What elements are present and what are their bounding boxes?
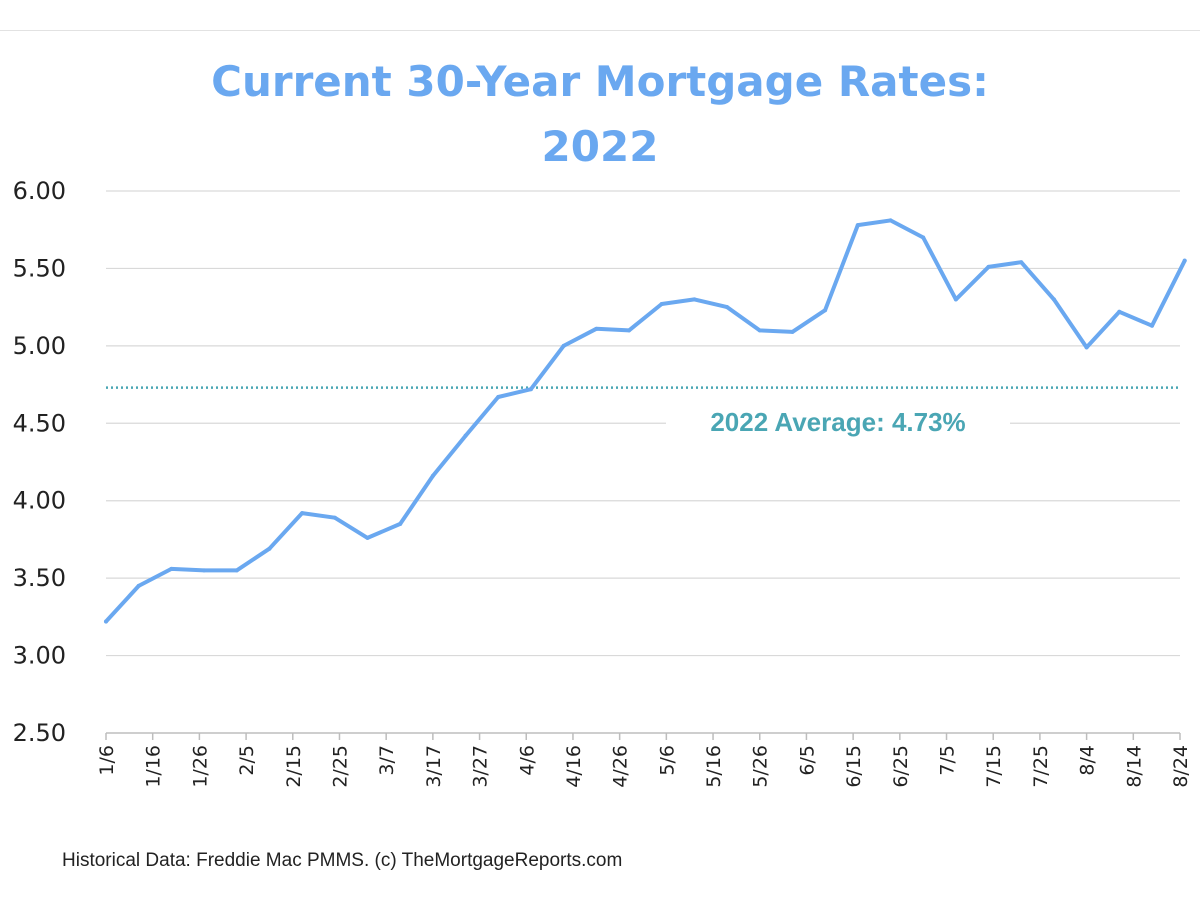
data-point bbox=[823, 308, 828, 313]
data-point bbox=[757, 328, 762, 333]
x-tick-label: 4/16 bbox=[563, 745, 585, 788]
x-tick-label: 1/16 bbox=[143, 745, 165, 788]
x-tick-label: 5/26 bbox=[750, 745, 772, 788]
x-tick-label: 7/25 bbox=[1030, 745, 1052, 788]
data-point bbox=[169, 566, 174, 571]
data-point bbox=[594, 326, 599, 331]
y-tick-label: 4.50 bbox=[13, 409, 66, 437]
data-point bbox=[725, 305, 730, 310]
x-tick-label: 4/26 bbox=[610, 745, 632, 788]
x-tick-label: 1/26 bbox=[189, 745, 211, 788]
y-tick-label: 3.50 bbox=[13, 564, 66, 592]
y-tick-label: 3.00 bbox=[13, 642, 66, 670]
chart-title: Current 30-Year Mortgage Rates: bbox=[211, 57, 989, 106]
y-tick-label: 6.00 bbox=[13, 177, 66, 205]
series-line bbox=[104, 218, 1187, 624]
data-point bbox=[528, 387, 533, 392]
data-point bbox=[136, 583, 141, 588]
data-point bbox=[1019, 260, 1024, 265]
x-tick-label: 1/6 bbox=[96, 745, 118, 776]
x-tick-label: 8/24 bbox=[1170, 745, 1192, 788]
series-lines bbox=[104, 218, 1187, 624]
data-point bbox=[790, 329, 795, 334]
x-axis: 1/6 1/16 1/26 2/5 2/15 2/25 3/7 3/17 3/27 4/6 4/16… bbox=[96, 732, 1192, 788]
data-point bbox=[496, 394, 501, 399]
y-axis-ticks: 2.50 3.00 3.50 4.00 4.50 5.00 5.50 6.00 bbox=[13, 177, 66, 747]
x-tick-label: 2/15 bbox=[283, 745, 305, 788]
x-tick-label: 8/4 bbox=[1077, 745, 1099, 776]
x-tick-label: 5/6 bbox=[656, 745, 678, 776]
x-tick-label: 8/14 bbox=[1123, 745, 1145, 788]
data-point bbox=[626, 328, 631, 333]
x-tick-label: 6/5 bbox=[796, 745, 818, 776]
data-point bbox=[855, 223, 860, 228]
x-tick-label: 7/5 bbox=[937, 745, 959, 776]
data-point bbox=[561, 343, 566, 348]
y-tick-label: 2.50 bbox=[13, 719, 66, 747]
data-point bbox=[1117, 309, 1122, 314]
chart-subtitle: 2022 bbox=[541, 122, 659, 171]
data-point bbox=[267, 546, 272, 551]
x-tick-label: 6/25 bbox=[890, 745, 912, 788]
x-tick-label: 5/16 bbox=[703, 745, 725, 788]
data-point bbox=[398, 521, 403, 526]
x-tick-label: 2/5 bbox=[236, 745, 258, 776]
data-point bbox=[430, 473, 435, 478]
x-tick-label: 3/17 bbox=[423, 745, 445, 788]
source-note: Historical Data: Freddie Mac PMMS. (c) T… bbox=[62, 850, 623, 871]
x-tick-label: 3/27 bbox=[470, 745, 492, 788]
data-point bbox=[234, 568, 239, 573]
data-point bbox=[104, 619, 108, 624]
x-tick-label: 7/15 bbox=[983, 745, 1005, 788]
data-point bbox=[921, 235, 926, 240]
y-tick-label: 4.00 bbox=[13, 487, 66, 515]
x-tick-label: 6/15 bbox=[843, 745, 865, 788]
y-tick-label: 5.50 bbox=[13, 254, 66, 282]
data-point bbox=[659, 302, 664, 307]
average-label-bg bbox=[666, 403, 1010, 441]
data-point bbox=[1051, 297, 1056, 302]
data-point bbox=[692, 297, 697, 302]
data-point bbox=[332, 515, 337, 520]
average-label: 2022 Average: 4.73% bbox=[710, 407, 965, 437]
data-point bbox=[953, 297, 958, 302]
y-tick-label: 5.00 bbox=[13, 332, 66, 360]
x-tick-label: 2/25 bbox=[329, 745, 351, 788]
data-point bbox=[300, 511, 305, 516]
x-tick-label: 4/6 bbox=[516, 745, 538, 776]
data-point bbox=[365, 535, 370, 540]
data-point bbox=[888, 218, 893, 223]
x-tick-label: 3/7 bbox=[376, 745, 398, 776]
top-divider bbox=[0, 30, 1200, 31]
data-point bbox=[202, 568, 207, 573]
data-point bbox=[463, 433, 468, 438]
data-point bbox=[1182, 258, 1187, 263]
data-point bbox=[986, 264, 991, 269]
average-reference-line: 2022 Average: 4.73% bbox=[106, 386, 1180, 441]
data-point bbox=[1084, 345, 1089, 350]
data-point bbox=[1149, 323, 1154, 328]
